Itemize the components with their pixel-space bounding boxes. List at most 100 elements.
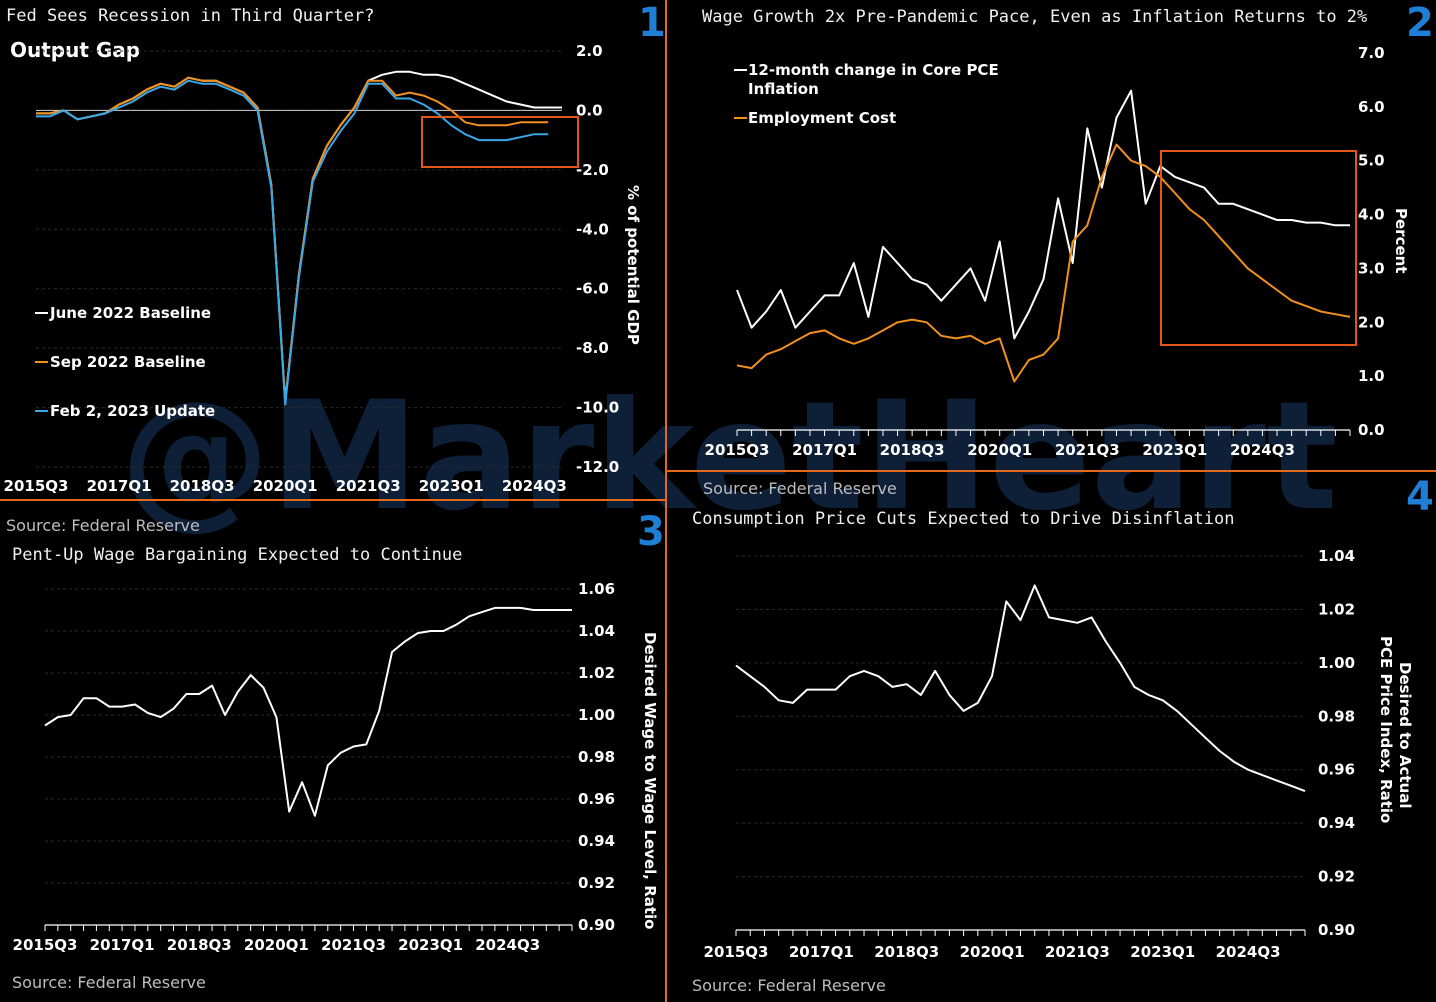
legend-core-pce: 12-month change in Core PCE Inflation (748, 61, 999, 98)
panel-1-title: Fed Sees Recession in Third Quarter? (6, 6, 374, 26)
series-line-feb-2-2023-update (36, 79, 549, 406)
y-tick-label: -6.0 (576, 280, 609, 298)
y-tick-label: 0.94 (578, 832, 615, 850)
x-tick-label: 2020Q1 (967, 441, 1032, 459)
y-tick-label: 3.0 (1358, 259, 1385, 277)
panel-2-legend: 12-month change in Core PCE Inflation Emp… (734, 61, 999, 127)
x-tick-label: 2015Q3 (4, 477, 69, 495)
x-tick-label: 2018Q3 (167, 936, 232, 954)
y-tick-label: 1.02 (1318, 600, 1355, 618)
y-tick-label: 0.92 (1318, 868, 1355, 886)
panel-4-number: 4 (1406, 474, 1434, 520)
y-tick-label: 0.98 (578, 748, 615, 766)
x-tick-label: 2017Q1 (792, 441, 857, 459)
panel-4-title: Consumption Price Cuts Expected to Drive… (692, 509, 1234, 529)
panel-1-subtitle: Output Gap (10, 38, 140, 62)
x-tick-label: 2015Q3 (13, 936, 78, 954)
legend-employment-cost: Employment Cost (748, 109, 896, 127)
x-tick-label: 2018Q3 (874, 943, 939, 961)
y-tick-label: 1.00 (1318, 654, 1355, 672)
panel-3-ylabel: Desired Wage to Wage Level, Ratio (641, 632, 659, 930)
panel-1-highlight-box (421, 116, 579, 168)
y-tick-label: 1.00 (578, 706, 615, 724)
x-tick-label: 2024Q3 (1216, 943, 1281, 961)
panel-1: Fed Sees Recession in Third Quarter? Out… (4, 0, 666, 495)
y-tick-label: 1.06 (578, 580, 615, 598)
panel-4-ylabel: Desired to Actual PCE Price Index, Ratio (1377, 636, 1414, 823)
panel-4-ylabel-line-2: PCE Price Index, Ratio (1377, 636, 1395, 823)
y-tick-label: 5.0 (1358, 152, 1385, 170)
y-tick-label: 0.98 (1318, 707, 1355, 725)
panel-3-number: 3 (637, 509, 665, 555)
y-tick-label: 7.0 (1358, 44, 1385, 62)
y-tick-label: 2.0 (1358, 313, 1385, 331)
y-tick-label: -8.0 (576, 339, 609, 357)
watermark: @MarketHeart (120, 370, 1338, 544)
y-tick-label: -12.0 (576, 458, 619, 476)
legend-sep-2022: Sep 2022 Baseline (50, 353, 206, 371)
panel-1-legend: June 2022 Baseline Sep 2022 Baseline Feb… (35, 304, 215, 420)
series-line (735, 584, 1306, 793)
panel-2-ylabel: Percent (1392, 208, 1410, 273)
x-tick-label: 2020Q1 (244, 936, 309, 954)
x-tick-label: 2018Q3 (880, 441, 945, 459)
x-tick-label: 2024Q3 (502, 477, 567, 495)
y-tick-label: 0.94 (1318, 814, 1355, 832)
y-tick-label: 1.0 (1358, 367, 1385, 385)
y-tick-label: 0.0 (1358, 421, 1385, 439)
y-tick-label: -4.0 (576, 220, 609, 238)
panel-4-ylabel-line-1: Desired to Actual (1396, 662, 1414, 809)
series-line (44, 606, 572, 817)
x-tick-label: 2017Q1 (87, 477, 152, 495)
panel-2-number: 2 (1406, 0, 1434, 46)
x-tick-label: 2017Q1 (90, 936, 155, 954)
y-tick-label: 0.0 (576, 101, 603, 119)
x-tick-label: 2021Q3 (1055, 441, 1120, 459)
panel-4: Consumption Price Cuts Expected to Drive… (692, 474, 1434, 961)
x-tick-label: 2023Q1 (419, 477, 484, 495)
panel-2-source: Source: Federal Reserve (703, 479, 897, 498)
series-line-employment-cost (736, 143, 1351, 383)
x-tick-label: 2020Q1 (253, 477, 318, 495)
legend-feb-2023: Feb 2, 2023 Update (50, 402, 215, 420)
panel-2-highlight-box (1160, 150, 1357, 346)
panel-3: Pent-Up Wage Bargaining Expected to Cont… (12, 509, 665, 954)
y-tick-label: 0.90 (578, 916, 615, 934)
x-tick-label: 2023Q1 (1142, 441, 1207, 459)
y-tick-label: 4.0 (1358, 206, 1385, 224)
x-tick-label: 2020Q1 (960, 943, 1025, 961)
x-tick-label: 2021Q3 (336, 477, 401, 495)
panel-2-title: Wage Growth 2x Pre-Pandemic Pace, Even a… (702, 7, 1367, 27)
x-tick-label: 2023Q1 (1130, 943, 1195, 961)
y-tick-label: 2.0 (576, 42, 603, 60)
y-tick-label: -2.0 (576, 161, 609, 179)
legend-june-2022: June 2022 Baseline (49, 304, 211, 322)
x-tick-label: 2024Q3 (1230, 441, 1295, 459)
x-tick-label: 2017Q1 (789, 943, 854, 961)
x-tick-label: 2015Q3 (705, 441, 770, 459)
y-tick-label: 0.96 (1318, 761, 1355, 779)
panel-3-source: Source: Federal Reserve (12, 973, 206, 992)
panel-1-ylabel: % of potential GDP (624, 185, 642, 345)
panel-4-source: Source: Federal Reserve (692, 976, 886, 995)
x-tick-label: 2023Q1 (398, 936, 463, 954)
x-tick-label: 2015Q3 (704, 943, 769, 961)
y-tick-label: 1.04 (1318, 547, 1355, 565)
y-tick-label: 6.0 (1358, 98, 1385, 116)
series-line-12-month-change-in-core-pce-inflation (736, 89, 1350, 340)
x-tick-label: 2021Q3 (1045, 943, 1110, 961)
panel-1-number: 1 (638, 0, 666, 46)
x-tick-label: 2024Q3 (475, 936, 540, 954)
y-tick-label: 0.96 (578, 790, 615, 808)
y-tick-label: 1.02 (578, 664, 615, 682)
y-tick-label: -10.0 (576, 399, 619, 417)
panel-2: Wage Growth 2x Pre-Pandemic Pace, Even a… (702, 0, 1434, 459)
y-tick-label: 1.04 (578, 622, 615, 640)
panel-3-title: Pent-Up Wage Bargaining Expected to Cont… (12, 545, 462, 565)
y-tick-label: 0.92 (578, 874, 615, 892)
x-tick-label: 2021Q3 (321, 936, 386, 954)
panel-1-source: Source: Federal Reserve (6, 516, 200, 535)
y-tick-label: 0.90 (1318, 921, 1355, 939)
x-tick-label: 2018Q3 (170, 477, 235, 495)
